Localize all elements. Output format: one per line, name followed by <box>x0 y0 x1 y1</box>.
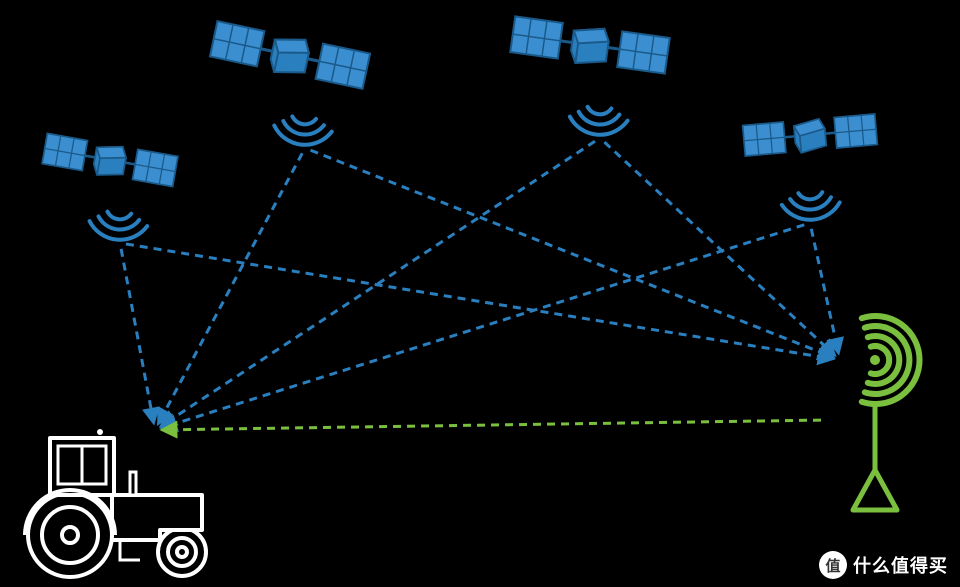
edges-layer <box>121 141 838 430</box>
diagram-svg <box>0 0 960 587</box>
watermark-text: 什么值得买 <box>853 552 948 578</box>
watermark-badge-icon: 值 <box>819 551 847 579</box>
edge <box>163 225 805 428</box>
edge <box>604 142 834 354</box>
antenna-icon <box>853 316 920 510</box>
tractor-icon <box>25 429 206 577</box>
edge <box>121 249 153 422</box>
diagram-canvas: 值 什么值得买 <box>0 0 960 587</box>
signal-arcs-icon <box>273 115 333 148</box>
edge <box>162 141 595 425</box>
edge <box>163 420 821 430</box>
satellite-icon <box>42 133 178 188</box>
edge <box>159 153 302 423</box>
satellite-icon <box>510 16 670 75</box>
satellite-icon <box>743 114 878 158</box>
signal-arcs-icon <box>781 191 840 221</box>
signal-arcs-icon <box>569 106 629 137</box>
watermark: 值 什么值得买 <box>819 551 948 579</box>
nodes-layer <box>25 16 920 577</box>
edge <box>126 244 832 359</box>
edge <box>811 229 838 352</box>
signal-arcs-icon <box>88 210 148 242</box>
satellite-icon <box>210 21 370 91</box>
edge <box>311 150 833 357</box>
